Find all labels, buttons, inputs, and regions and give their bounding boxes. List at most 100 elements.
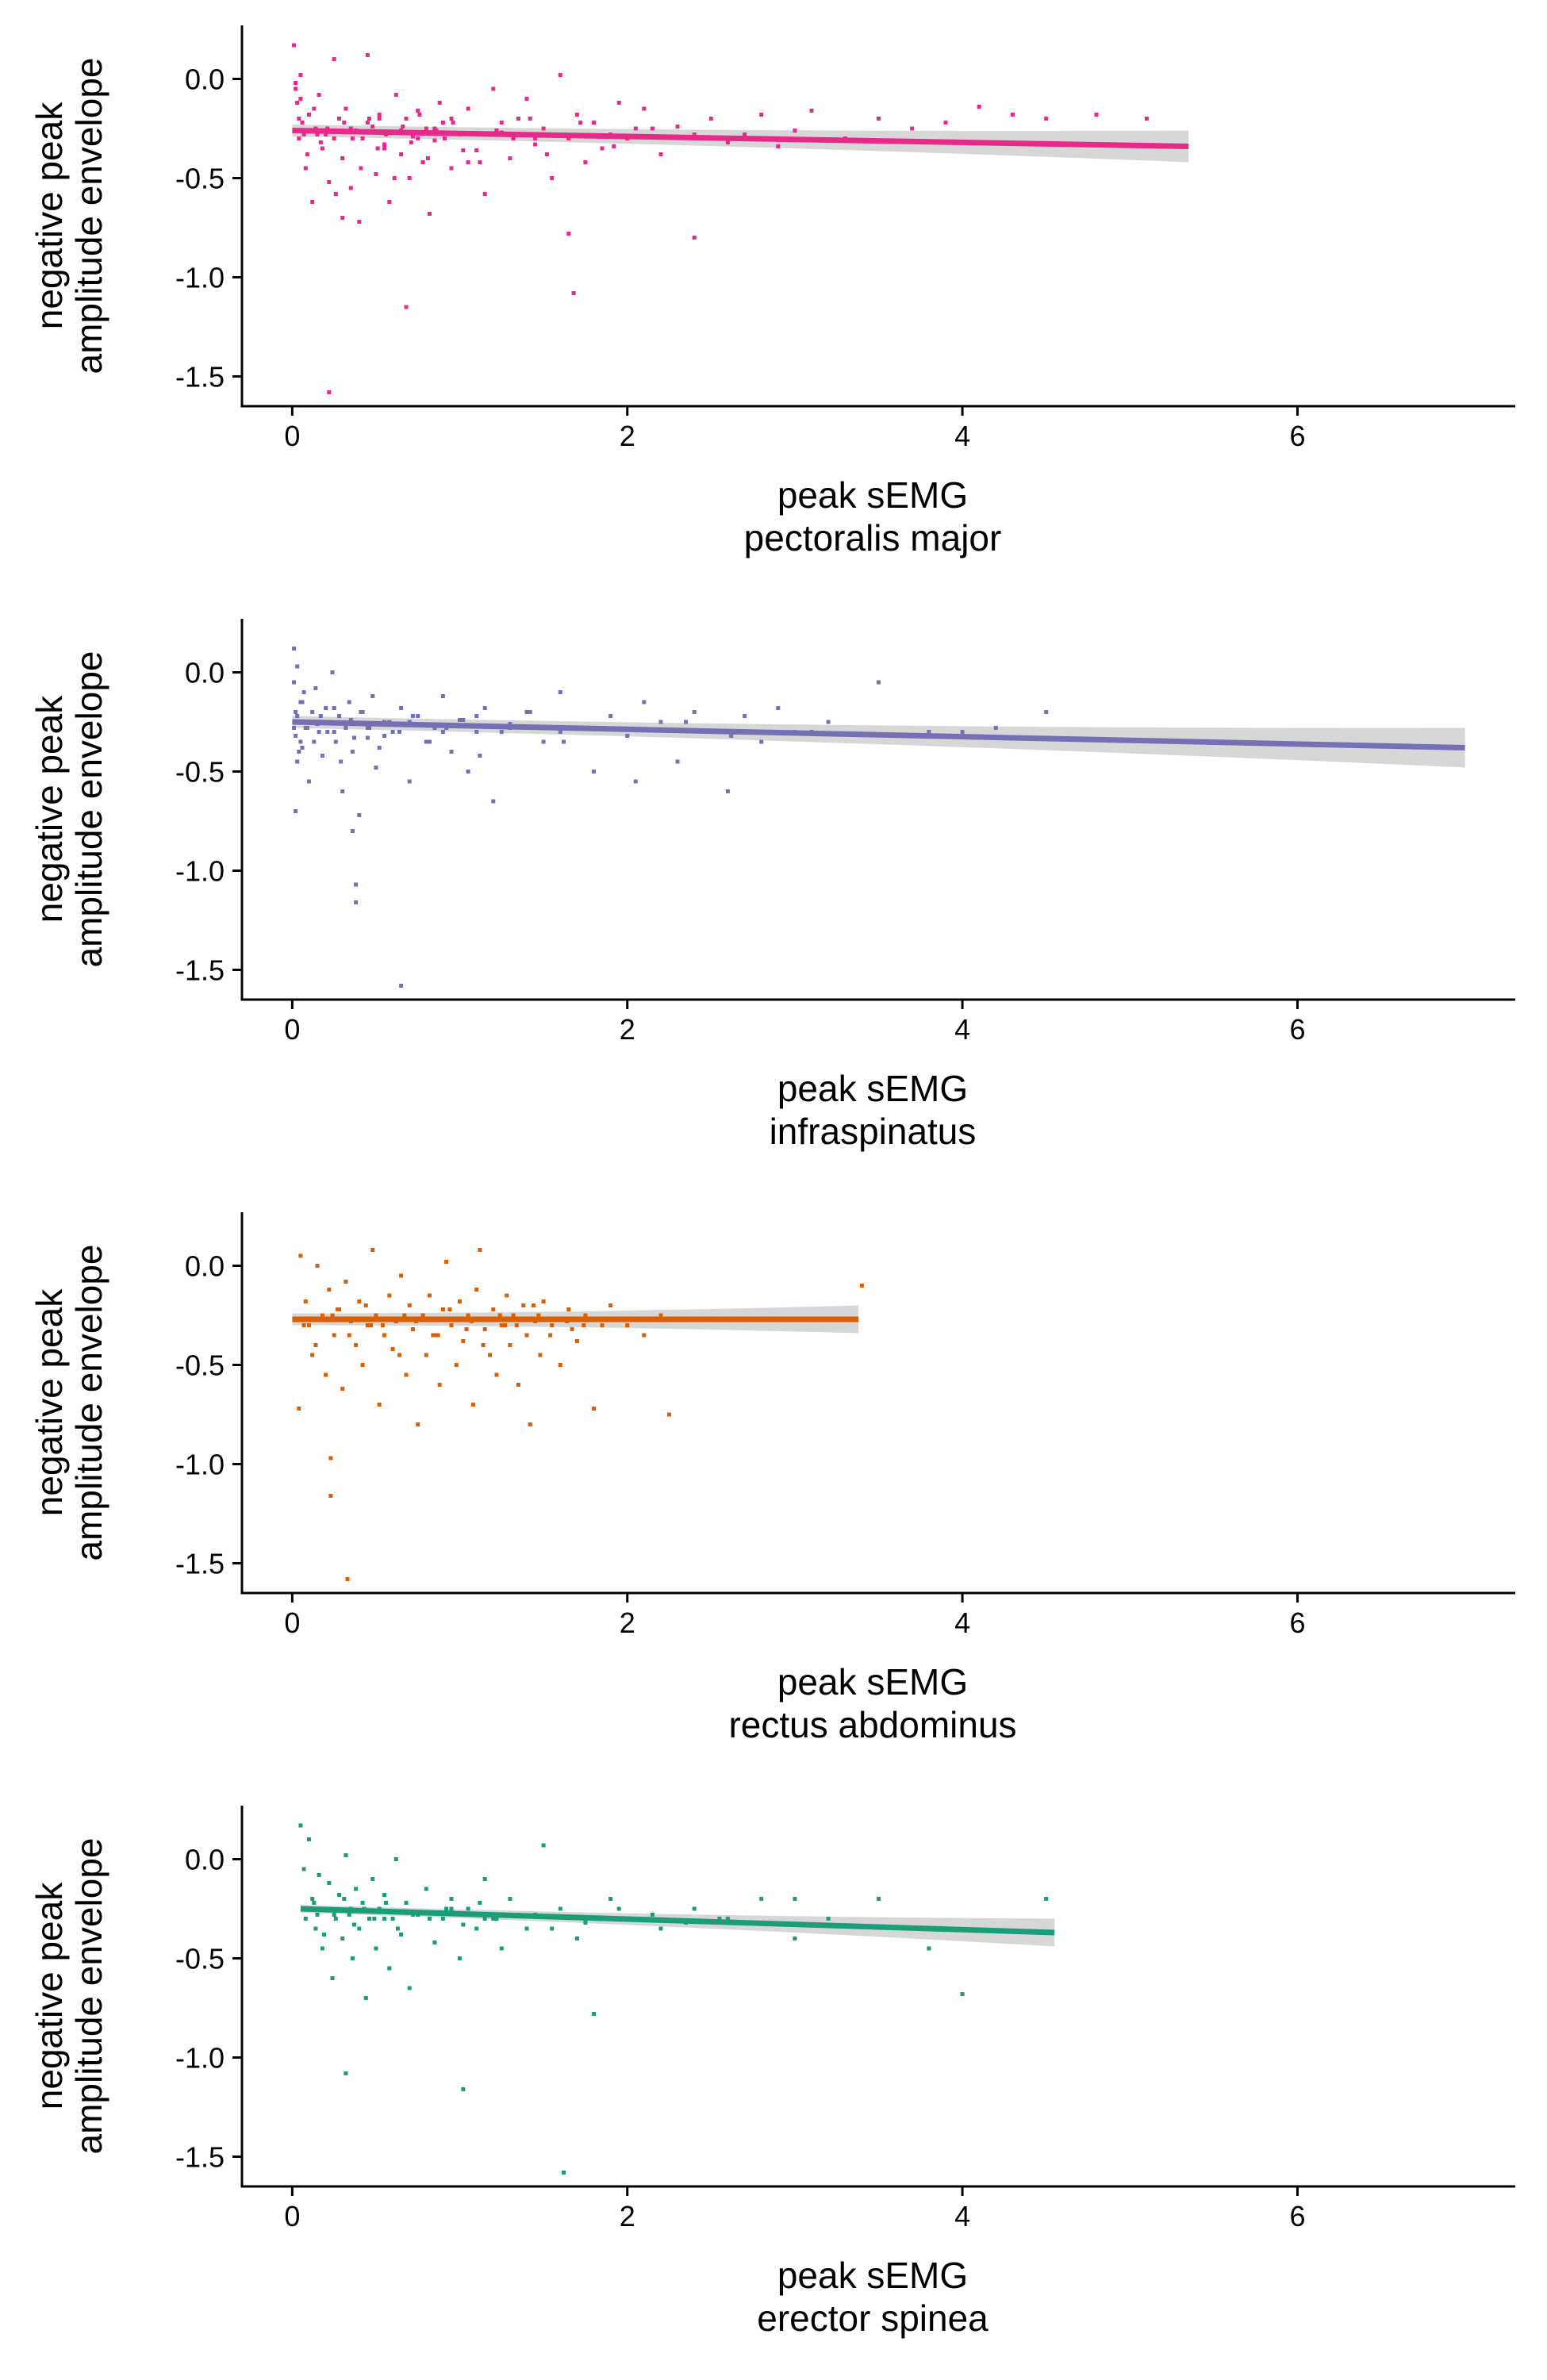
data-point (402, 1313, 407, 1318)
data-point (399, 1273, 404, 1278)
x-tick-label: 2 (620, 1013, 635, 1046)
data-point (491, 799, 496, 804)
data-point (393, 1857, 398, 1861)
data-point (432, 726, 437, 730)
data-point (583, 1921, 588, 1925)
x-tick-label: 2 (620, 1606, 635, 1639)
data-point (574, 1339, 579, 1343)
data-point (374, 172, 378, 176)
data-point (392, 176, 397, 180)
data-point (451, 121, 455, 125)
data-point (317, 1873, 321, 1877)
data-point (616, 101, 621, 105)
data-point (395, 1926, 400, 1931)
data-point (297, 136, 301, 140)
y-axis-title: negative peak (29, 695, 70, 923)
data-point (743, 132, 747, 136)
data-point (494, 1917, 499, 1921)
y-tick-label: -1.0 (175, 2042, 225, 2075)
y-tick-label: 0.0 (185, 1844, 225, 1876)
data-point (725, 140, 730, 144)
data-point (960, 730, 965, 734)
data-point (350, 829, 355, 833)
data-point (692, 1906, 697, 1911)
data-point (558, 730, 562, 734)
data-point (327, 1881, 332, 1885)
data-point (372, 1917, 377, 1921)
data-point (497, 1313, 502, 1318)
data-point (315, 1264, 320, 1268)
y-tick-label: -1.0 (175, 855, 225, 888)
data-point (592, 1407, 596, 1411)
data-point (499, 121, 504, 125)
data-point (369, 1323, 374, 1327)
data-point (370, 125, 375, 129)
data-point (416, 109, 420, 113)
data-point (417, 113, 422, 117)
data-point (298, 1253, 303, 1258)
data-point (478, 1248, 482, 1252)
data-point (1044, 117, 1049, 121)
data-point (297, 117, 301, 121)
data-point (310, 710, 315, 714)
data-point (330, 1976, 335, 1980)
data-point (374, 766, 378, 770)
x-tick-label: 2 (620, 420, 635, 452)
data-point (399, 1933, 404, 1937)
data-point (533, 136, 538, 140)
data-point (416, 1422, 420, 1426)
data-point (470, 1403, 475, 1407)
data-point (332, 730, 336, 734)
data-point (348, 718, 353, 722)
data-point (344, 1853, 348, 1857)
data-point (503, 1323, 508, 1327)
data-point (432, 126, 437, 131)
data-point (508, 722, 512, 726)
data-point (528, 1422, 532, 1426)
x-tick-label: 6 (1289, 2200, 1305, 2232)
data-point (300, 700, 305, 704)
data-point (352, 1922, 356, 1927)
x-tick-label: 4 (954, 2200, 970, 2232)
data-point (675, 125, 680, 129)
data-point (382, 734, 386, 738)
data-point (524, 1926, 529, 1931)
data-point (482, 1327, 487, 1331)
data-point (449, 166, 454, 171)
data-point (642, 106, 647, 111)
data-point (404, 1901, 409, 1905)
data-point (482, 1877, 487, 1881)
data-point (566, 136, 571, 140)
data-point (324, 706, 328, 710)
data-point (440, 121, 445, 125)
data-point (357, 1299, 362, 1303)
x-tick-label: 0 (284, 420, 300, 452)
data-point (494, 1372, 499, 1377)
data-point (377, 1403, 382, 1407)
data-point (725, 789, 730, 793)
data-point (339, 759, 344, 764)
data-point (342, 121, 347, 125)
data-point (354, 900, 359, 904)
data-point (294, 81, 298, 85)
data-point (370, 1248, 375, 1252)
data-point (566, 232, 571, 236)
y-tick-label: -0.5 (175, 1943, 225, 1975)
data-point (382, 142, 386, 147)
x-tick-label: 2 (620, 2200, 635, 2232)
data-point (360, 1363, 365, 1367)
data-point (357, 1926, 362, 1931)
data-point (927, 730, 931, 734)
data-point (300, 746, 305, 750)
data-point (312, 106, 317, 111)
data-point (307, 779, 311, 784)
data-point (466, 1906, 470, 1911)
data-point (612, 144, 616, 148)
data-point (327, 180, 332, 184)
data-point (340, 1387, 345, 1391)
data-point (380, 1323, 385, 1327)
data-point (318, 140, 323, 144)
data-point (511, 136, 516, 140)
data-point (608, 1897, 613, 1901)
data-point (437, 101, 442, 105)
